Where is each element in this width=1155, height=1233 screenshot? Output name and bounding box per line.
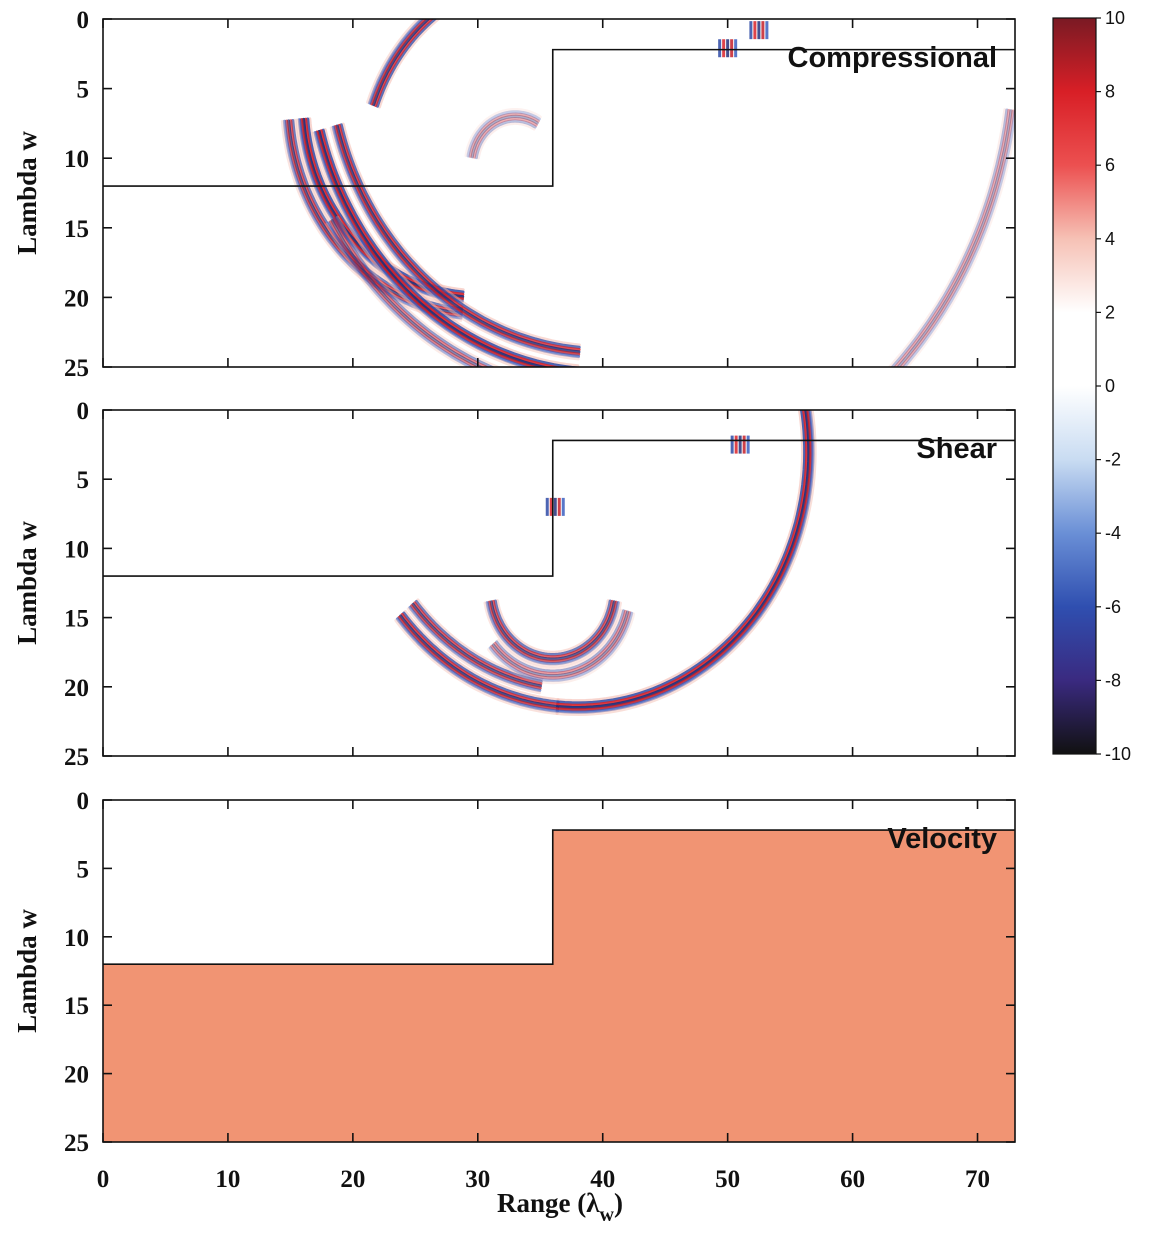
panel-compressional: 0 5 10 15 20 25 Lambda w Compressional: [12, 0, 1017, 404]
colorbar-tick-label: -10: [1105, 744, 1131, 764]
colorbar-tick-label: -6: [1105, 597, 1121, 617]
hotspot: [718, 39, 737, 57]
y-tick-label: 15: [64, 216, 89, 243]
y-tick-label: 5: [77, 77, 90, 104]
hotspot-stripe: [562, 498, 565, 516]
hotspot-stripe: [722, 39, 725, 57]
y-tick-label: 25: [64, 355, 89, 382]
y-tick-label: 10: [64, 146, 89, 173]
hotspot-stripe: [739, 436, 742, 454]
hotspot: [731, 436, 750, 454]
y-tick-label: 20: [64, 285, 89, 312]
y-tick-label: 10: [64, 536, 89, 563]
hotspot-stripe: [718, 39, 721, 57]
x-tick-label: 30: [465, 1166, 490, 1193]
panel-label: Shear: [916, 433, 997, 465]
y-tick-label: 5: [77, 856, 90, 883]
x-axis-title: Range (λw): [497, 1188, 623, 1226]
y-axis-label: Lambda w: [12, 909, 42, 1033]
hotspot: [546, 498, 565, 516]
y-tick-label: 15: [64, 606, 89, 633]
colorbar-tick-label: 0: [1105, 376, 1115, 396]
hotspot-stripe: [734, 39, 737, 57]
hotspot-stripe: [747, 436, 750, 454]
colorbar-gradient: [1053, 18, 1096, 754]
panel-label: Compressional: [788, 42, 998, 74]
x-tick-label: 0: [97, 1166, 110, 1193]
x-tick-label: 50: [715, 1166, 740, 1193]
y-tick-label: 0: [77, 7, 90, 34]
hotspot-stripe: [749, 21, 752, 39]
y-axis-label: Lambda w: [12, 131, 42, 255]
hotspot-stripe: [761, 21, 764, 39]
colorbar-tick-label: -4: [1105, 523, 1121, 543]
hotspot-stripe: [735, 436, 738, 454]
y-tick-label: 15: [64, 993, 89, 1020]
hotspot-stripe: [546, 498, 549, 516]
hotspot-stripe: [753, 21, 756, 39]
hotspot-stripe: [757, 21, 760, 39]
colorbar: 10 8 6 4 2 0 -2 -4 -6 -8 -10: [1053, 8, 1131, 764]
panel-label: Velocity: [887, 823, 997, 855]
hotspot-stripe: [726, 39, 729, 57]
colorbar-tick-label: -2: [1105, 450, 1121, 470]
colorbar-tick-label: 6: [1105, 155, 1115, 175]
hotspot-stripe: [731, 436, 734, 454]
y-tick-label: 20: [64, 1062, 89, 1089]
hotspot-stripe: [765, 21, 768, 39]
hotspot-stripe: [730, 39, 733, 57]
colorbar-tick-label: 8: [1105, 82, 1115, 102]
hotspot-stripe: [554, 498, 557, 516]
x-tick-label: 70: [965, 1166, 990, 1193]
x-tick-label: 20: [340, 1166, 365, 1193]
hotspot: [749, 21, 768, 39]
hotspot-stripe: [743, 436, 746, 454]
y-tick-label: 20: [64, 675, 89, 702]
y-tick-label: 25: [64, 1130, 89, 1157]
y-tick-label: 0: [77, 398, 90, 425]
hotspot-stripe: [558, 498, 561, 516]
colorbar-tick-label: 10: [1105, 8, 1125, 28]
panels: 0 5 10 15 20 25 Lambda w Compressional 0 5 10 15 20 2…: [12, 0, 1017, 1193]
y-tick-label: 0: [77, 788, 90, 815]
x-axis-label: Range (λw): [497, 1188, 623, 1226]
colorbar-tick-label: -8: [1105, 670, 1121, 690]
y-axis-label: Lambda w: [12, 521, 42, 645]
y-tick-label: 5: [77, 467, 90, 494]
y-tick-label: 25: [64, 744, 89, 771]
x-tick-label: 60: [840, 1166, 865, 1193]
panel-velocity: 0 5 10 15 20 25 0 10 20 30 40 50 60 70 Lambda w Velocit…: [12, 788, 1015, 1193]
colorbar-tick-label: 2: [1105, 302, 1115, 322]
panel-shear: 0 5 10 15 20 25 Lambda w Shear: [12, 398, 1015, 771]
x-tick-label: 10: [215, 1166, 240, 1193]
y-tick-label: 10: [64, 925, 89, 952]
colorbar-tick-label: 4: [1105, 229, 1115, 249]
